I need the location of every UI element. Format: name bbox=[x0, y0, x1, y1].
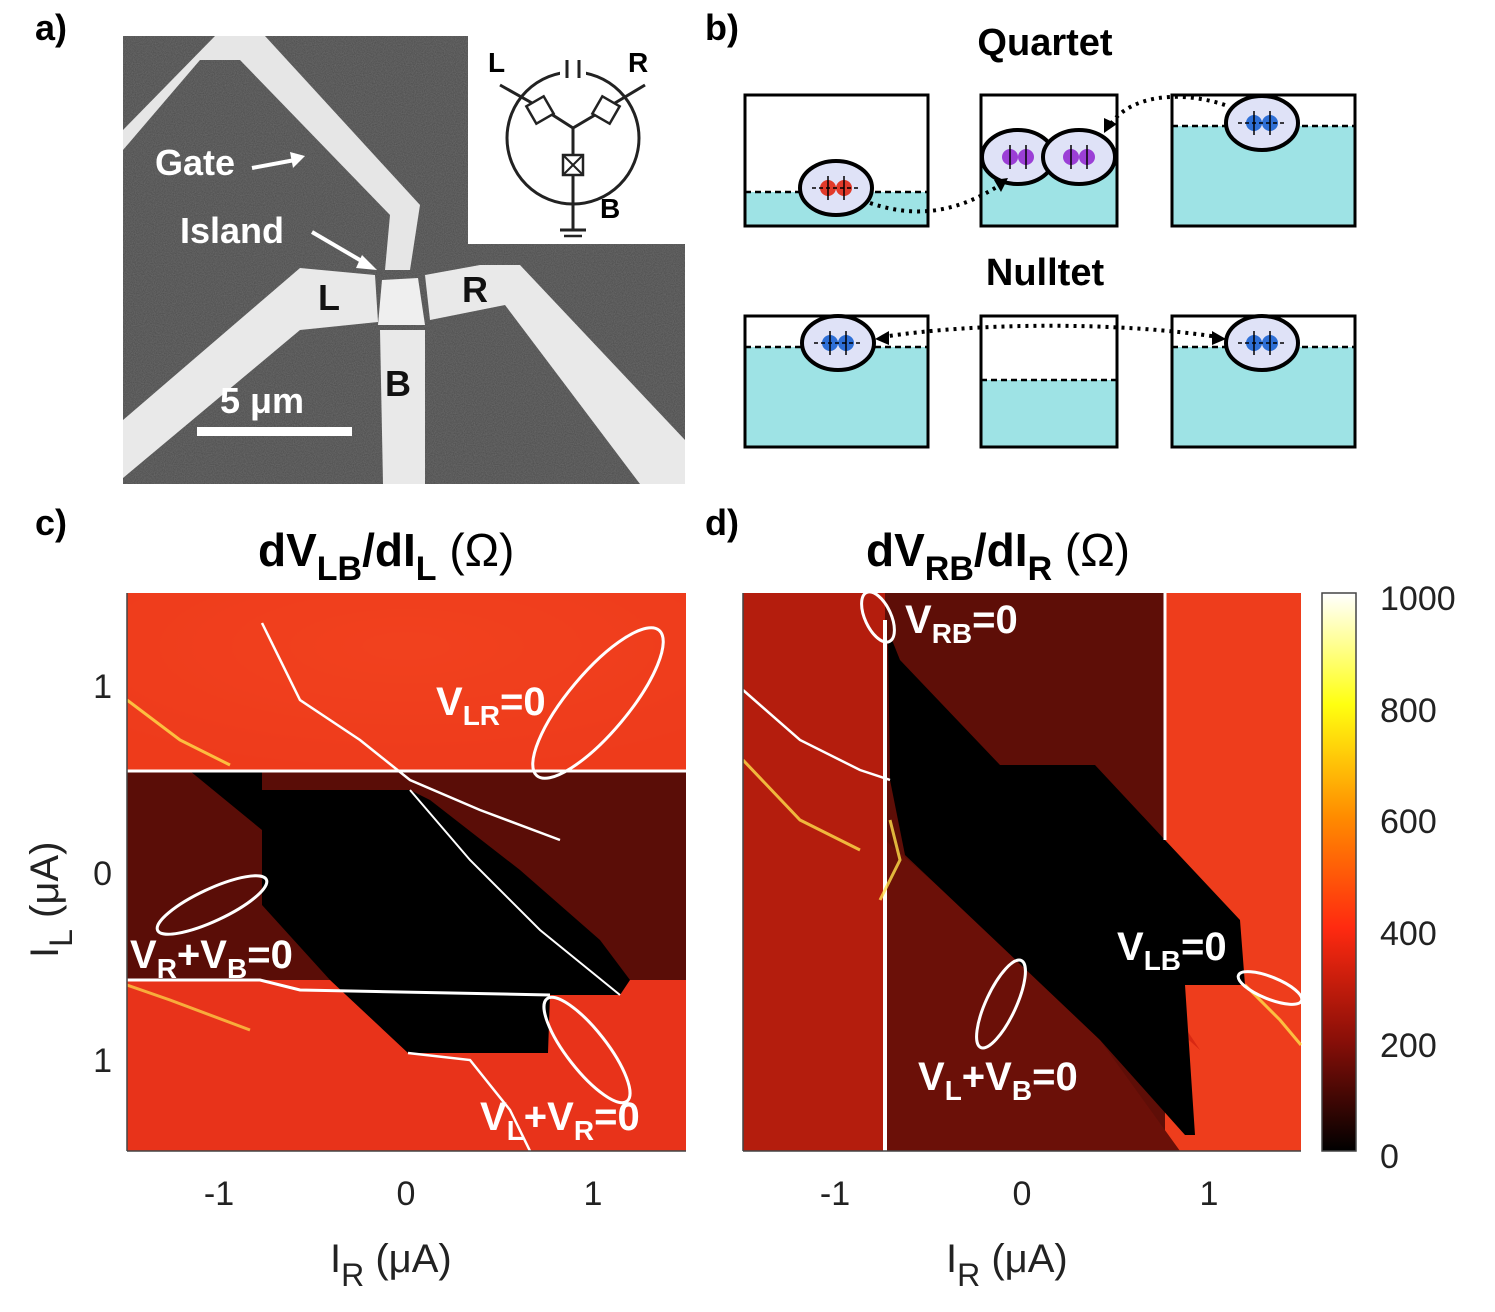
quartet-diagram bbox=[743, 93, 1357, 228]
panel-d-title: dVRB/dIR (Ω) bbox=[866, 524, 1130, 588]
c-ylabel: IL (μA) bbox=[23, 842, 79, 958]
colorbar: 1000 800 600 400 200 0 bbox=[1321, 580, 1456, 1176]
ann-vlvb: VL+VB=0 bbox=[918, 1055, 1078, 1106]
panel-c-letter: c) bbox=[35, 502, 67, 543]
map-d-dark-region bbox=[888, 640, 1245, 1135]
panel-a-letter: a) bbox=[35, 7, 67, 48]
ann-vlb: VLB=0 bbox=[1117, 925, 1227, 976]
d-xtick-3: 1 bbox=[1200, 1175, 1219, 1213]
right-lead bbox=[425, 265, 685, 484]
c-ytick-2: 0 bbox=[93, 855, 112, 893]
cbar-tick-600: 600 bbox=[1380, 803, 1437, 841]
map-c-dark-region bbox=[190, 771, 630, 1053]
d-xtick-1: -1 bbox=[820, 1175, 850, 1213]
bottom-lead bbox=[380, 330, 425, 484]
scale-bar bbox=[197, 427, 352, 436]
axes-c: -1 0 1 1 0 1 IR (μA) IL (μA) bbox=[23, 593, 686, 1293]
c-xtick-3: 1 bbox=[584, 1175, 603, 1213]
ann-vrvb: VR+VB=0 bbox=[130, 933, 293, 984]
left-lead bbox=[123, 268, 378, 478]
gate-label: Gate bbox=[155, 142, 235, 183]
panel-c-title: dVLB/dIL (Ω) bbox=[258, 524, 514, 588]
c-xlabel: IR (μA) bbox=[330, 1237, 452, 1293]
map-d bbox=[741, 593, 1303, 1151]
quartet-title: Quartet bbox=[977, 22, 1112, 64]
ann-vrb: VRB=0 bbox=[905, 598, 1018, 649]
island bbox=[378, 278, 425, 325]
inset-r: R bbox=[628, 47, 648, 78]
lead-l-label: L bbox=[318, 277, 340, 318]
cbar-tick-200: 200 bbox=[1380, 1027, 1437, 1065]
d-xtick-2: 0 bbox=[1013, 1175, 1032, 1213]
cbar-tick-800: 800 bbox=[1380, 692, 1437, 730]
inset-b: B bbox=[600, 193, 620, 224]
map-d-annotations: VRB=0 VLB=0 VL+VB=0 bbox=[860, 590, 1304, 1106]
map-c-annotations: VLR=0 VR+VB=0 VL+VR=0 bbox=[130, 626, 665, 1146]
panel-b-letter: b) bbox=[705, 7, 739, 48]
gate-electrode bbox=[123, 36, 420, 270]
cbar-tick-0: 0 bbox=[1380, 1138, 1399, 1176]
sem-image: L R B Gate Island L R B 5 μm bbox=[123, 36, 685, 484]
panel-d-letter: d) bbox=[705, 502, 739, 543]
island-label: Island bbox=[180, 210, 284, 251]
map-c bbox=[126, 593, 686, 1152]
axes-d: -1 0 1 IR (μA) bbox=[742, 593, 1301, 1293]
scale-bar-label: 5 μm bbox=[220, 380, 304, 421]
nulltet-diagram bbox=[743, 314, 1357, 449]
circuit-inset: L R B bbox=[468, 36, 685, 244]
c-ytick-1: 1 bbox=[93, 668, 112, 706]
ann-vlvr: VL+VR=0 bbox=[480, 1095, 640, 1146]
inset-l: L bbox=[488, 47, 505, 78]
lead-r-label: R bbox=[462, 269, 488, 310]
c-xtick-1: -1 bbox=[204, 1175, 234, 1213]
c-ytick-3: 1 bbox=[93, 1042, 112, 1080]
lead-b-label: B bbox=[385, 363, 411, 404]
nulltet-title: Nulltet bbox=[986, 252, 1105, 294]
c-xtick-2: 0 bbox=[397, 1175, 416, 1213]
cbar-tick-400: 400 bbox=[1380, 915, 1437, 953]
d-xlabel: IR (μA) bbox=[946, 1237, 1068, 1293]
ann-vlr: VLR=0 bbox=[436, 680, 546, 731]
cbar-tick-1000: 1000 bbox=[1380, 580, 1456, 618]
